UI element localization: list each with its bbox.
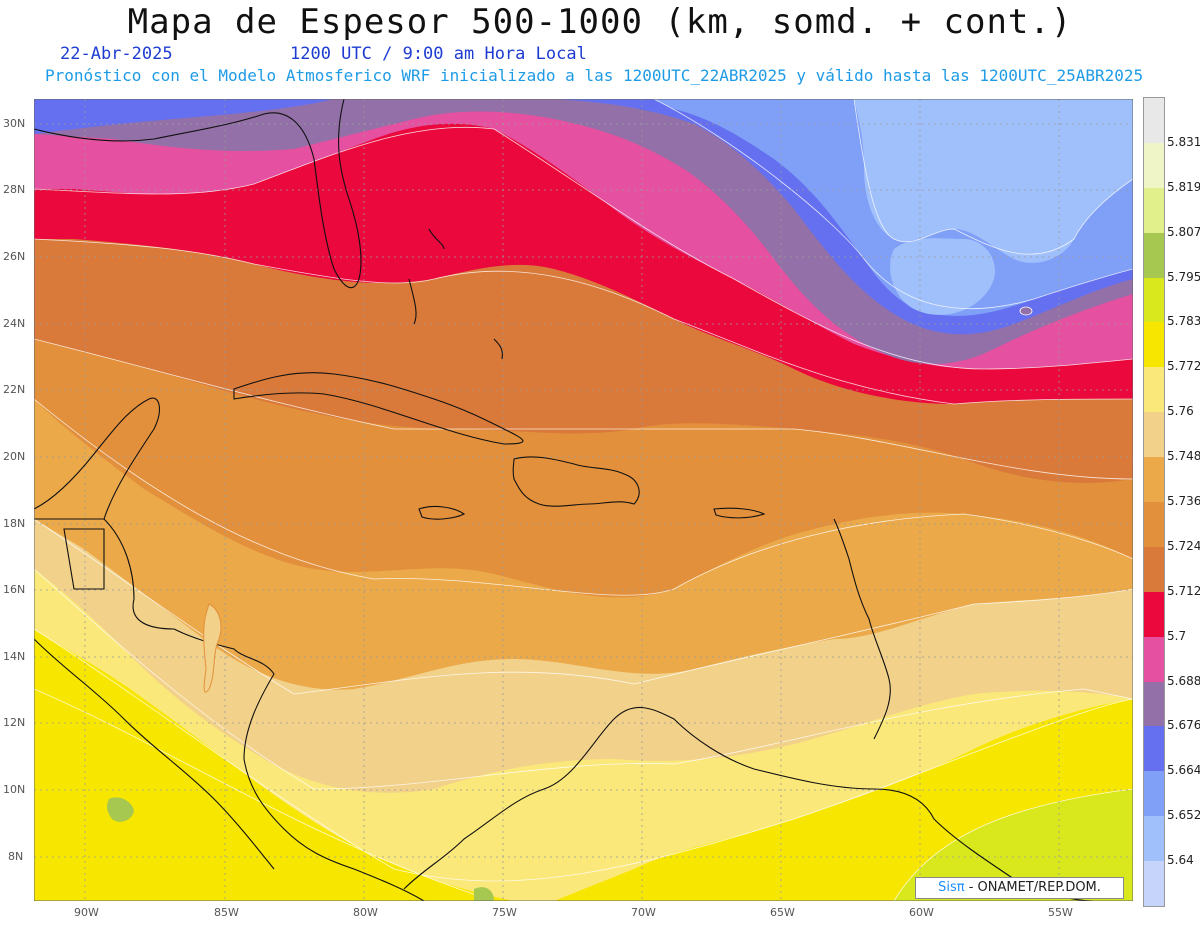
- legend-swatch: [1144, 412, 1164, 458]
- legend-swatch: [1144, 771, 1164, 817]
- lat-tick: 8N: [8, 850, 24, 863]
- lat-tick: 28N: [3, 183, 26, 196]
- lat-tick: 20N: [3, 450, 26, 463]
- legend-level-label: 5.76: [1167, 404, 1194, 419]
- lon-tick: 70W: [631, 906, 656, 919]
- legend-swatch: [1144, 502, 1164, 548]
- lon-tick: 90W: [74, 906, 99, 919]
- lat-tick: 14N: [3, 650, 26, 663]
- lon-tick: 80W: [353, 906, 378, 919]
- lat-tick: 10N: [3, 783, 26, 796]
- legend-swatch: [1144, 277, 1164, 323]
- legend-level-label: 5.807: [1167, 224, 1200, 239]
- legend-swatch: [1144, 142, 1164, 189]
- legend-swatch: [1144, 187, 1164, 234]
- legend-level-label: 5.664: [1167, 763, 1200, 778]
- forecast-subtitle: Pronóstico con el Modelo Atmosferico WRF…: [45, 66, 1144, 85]
- legend-swatch: [1144, 367, 1164, 413]
- forecast-date: 22-Abr-2025: [60, 44, 173, 64]
- legend-swatch: [1144, 681, 1164, 727]
- legend-swatch: [1144, 546, 1164, 593]
- sispi-logo: Sisπ: [938, 880, 965, 895]
- lat-tick: 22N: [3, 383, 26, 396]
- legend-level-label: 5.688: [1167, 673, 1200, 688]
- thickness-map: [34, 99, 1133, 901]
- lat-tick: 18N: [3, 517, 26, 530]
- lat-tick: 12N: [3, 716, 26, 729]
- legend-swatch: [1144, 232, 1164, 279]
- lat-tick: 24N: [3, 317, 26, 330]
- legend-level-label: 5.795: [1167, 269, 1200, 284]
- lon-tick: 60W: [909, 906, 934, 919]
- legend-swatch: [1144, 636, 1164, 683]
- legend-level-label: 5.831: [1167, 134, 1200, 149]
- legend-level-label: 5.712: [1167, 583, 1200, 598]
- legend-swatch: [1144, 98, 1164, 144]
- lat-tick: 26N: [3, 250, 26, 263]
- color-legend: [1143, 97, 1165, 907]
- legend-swatch: [1144, 861, 1164, 907]
- lon-tick: 75W: [492, 906, 517, 919]
- legend-level-label: 5.772: [1167, 359, 1200, 374]
- lat-tick: 16N: [3, 583, 26, 596]
- forecast-time: 1200 UTC / 9:00 am Hora Local: [290, 44, 587, 64]
- legend-swatch: [1144, 816, 1164, 862]
- legend-level-label: 5.783: [1167, 314, 1200, 329]
- band-5640: [854, 99, 1133, 315]
- legend-swatch: [1144, 322, 1164, 368]
- lon-tick: 55W: [1048, 906, 1073, 919]
- legend-swatch: [1144, 457, 1164, 503]
- lon-tick: 85W: [214, 906, 239, 919]
- legend-level-label: 5.724: [1167, 538, 1200, 553]
- legend-level-label: 5.736: [1167, 494, 1200, 508]
- lon-tick: 65W: [770, 906, 795, 919]
- legend-swatch: [1144, 591, 1164, 638]
- credit-box: Sisπ - ONAMET/REP.DOM.: [915, 877, 1124, 899]
- legend-level-label: 5.652: [1167, 808, 1200, 823]
- legend-swatch: [1144, 726, 1164, 772]
- credit-text: - ONAMET/REP.DOM.: [964, 880, 1101, 895]
- legend-level-label: 5.7: [1167, 628, 1187, 643]
- legend-level-label: 5.64: [1167, 853, 1194, 868]
- map-title: Mapa de Espesor 500-1000 (km, somd. + co…: [127, 2, 1073, 42]
- legend-level-label: 5.676: [1167, 718, 1200, 733]
- legend-level-label: 5.748: [1167, 449, 1200, 464]
- lat-tick: 30N: [3, 117, 26, 130]
- legend-level-label: 5.819: [1167, 179, 1200, 194]
